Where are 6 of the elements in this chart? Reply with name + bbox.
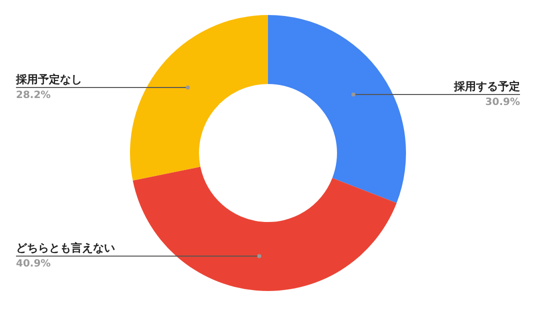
data-label: 40.9%: [16, 258, 51, 270]
data-label: 28.2%: [16, 90, 51, 102]
data-label: 30.9%: [485, 97, 520, 108]
slice-label: どちらとも言えない: [16, 241, 115, 254]
slice-label: 採用予定なし: [15, 72, 82, 86]
slice-label: 採用する予定: [453, 80, 520, 93]
